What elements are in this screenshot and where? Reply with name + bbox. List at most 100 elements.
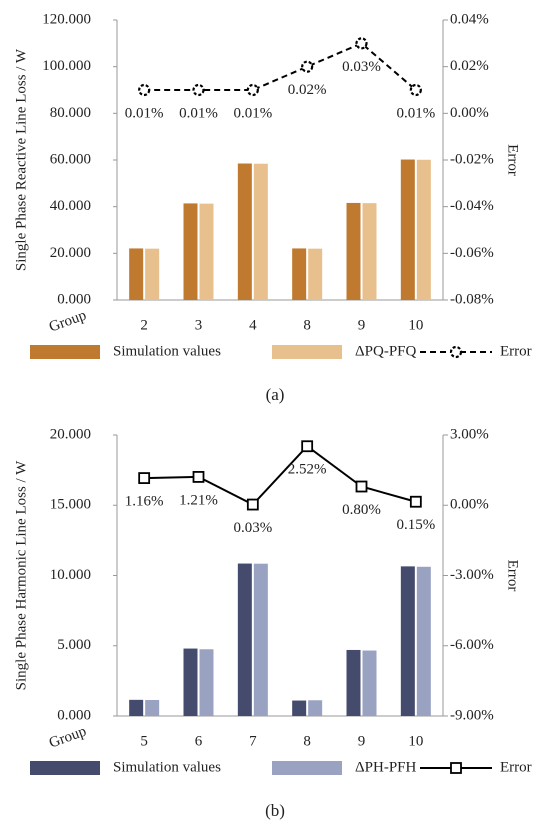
bar	[253, 163, 268, 300]
x-tick-label: 8	[303, 317, 311, 333]
y-tick-label: 80.000	[50, 105, 91, 121]
y-tick-label: 15.000	[50, 497, 91, 513]
caption: (b)	[265, 801, 285, 820]
x-axis-title: Group	[47, 723, 88, 751]
legend-label: Simulation values	[113, 759, 221, 775]
data-label: 2.52%	[288, 462, 327, 478]
bar	[199, 203, 214, 300]
legend-swatch	[272, 761, 342, 775]
line-marker	[355, 480, 368, 493]
x-tick-label: 9	[358, 733, 366, 749]
x-tick-label: 2	[140, 317, 148, 333]
bar	[400, 566, 415, 716]
bar	[129, 699, 144, 716]
line-marker	[409, 83, 422, 97]
y-tick-label: 10.000	[50, 567, 91, 583]
x-tick-label: 10	[408, 317, 423, 333]
y2-tick-label: -6.00%	[450, 637, 494, 653]
bar	[199, 649, 214, 716]
line-marker	[192, 83, 205, 97]
data-label: 0.01%	[125, 105, 164, 121]
bar	[308, 700, 323, 716]
y2-tick-label: -0.06%	[450, 245, 494, 261]
legend-swatch	[272, 345, 342, 359]
line-marker	[301, 440, 314, 453]
legend-label: Error	[500, 759, 532, 775]
y-tick-label: 60.000	[50, 151, 91, 167]
legend-label: Simulation values	[113, 343, 221, 359]
data-label: 0.80%	[342, 502, 381, 518]
bar	[145, 248, 160, 300]
legend-swatch	[30, 761, 100, 775]
line-marker	[449, 345, 463, 359]
legend-swatch	[30, 345, 100, 359]
line-marker	[138, 472, 151, 484]
error-line	[144, 444, 417, 506]
legend-label: ΔPQ-PFQ	[355, 343, 417, 359]
y2-axis-title: Error	[505, 144, 521, 176]
bar	[362, 203, 377, 300]
data-label: 0.01%	[396, 105, 435, 121]
error-line	[144, 42, 417, 91]
y2-tick-label: -3.00%	[450, 567, 494, 583]
x-tick-label: 3	[195, 317, 203, 333]
y-tick-label: 20.000	[50, 245, 91, 261]
y2-tick-label: 0.04%	[450, 11, 489, 27]
line-marker	[192, 471, 205, 483]
x-tick-label: 5	[140, 733, 148, 749]
line-marker	[246, 83, 259, 97]
bar	[292, 700, 307, 716]
y-tick-label: 120.000	[42, 11, 91, 27]
y-tick-label: 0.000	[57, 291, 91, 307]
y-axis-title: Single Phase Reactive Line Loss / W	[13, 48, 29, 271]
line-marker	[138, 83, 151, 97]
y2-tick-label: -0.04%	[450, 198, 494, 214]
data-label: 0.01%	[233, 105, 272, 121]
bar	[183, 203, 198, 300]
bar	[183, 648, 198, 716]
y2-axis-title: Error	[505, 560, 521, 592]
line-marker	[355, 37, 368, 50]
x-tick-label: 7	[249, 733, 257, 749]
legend-label: Error	[500, 343, 532, 359]
x-tick-label: 9	[358, 317, 366, 333]
bar	[362, 650, 377, 716]
y2-tick-label: 3.00%	[450, 426, 489, 442]
bar	[346, 202, 361, 300]
data-label: 0.03%	[233, 520, 272, 536]
bar	[346, 649, 361, 716]
y2-tick-label: -0.08%	[450, 291, 494, 307]
line-marker	[301, 60, 314, 73]
y2-tick-label: 0.00%	[450, 497, 489, 513]
data-label: 0.02%	[288, 82, 327, 98]
y-tick-label: 100.000	[42, 58, 91, 74]
x-axis-title: Group	[47, 307, 88, 335]
x-tick-label: 6	[195, 733, 203, 749]
y2-tick-label: -9.00%	[450, 707, 494, 723]
bar	[416, 159, 431, 300]
bar	[416, 566, 431, 716]
caption: (a)	[266, 385, 285, 404]
line-marker	[450, 762, 462, 774]
y-axis-title: Single Phase Harmonic Line Loss / W	[13, 460, 29, 691]
y-tick-label: 40.000	[50, 198, 91, 214]
y2-tick-label: 0.02%	[450, 58, 489, 74]
data-label: 0.01%	[179, 105, 218, 121]
bar	[308, 248, 323, 300]
y-tick-label: 20.000	[50, 426, 91, 442]
bar	[253, 563, 268, 716]
y2-tick-label: 0.00%	[450, 105, 489, 121]
bar	[237, 163, 252, 300]
bar	[129, 248, 144, 300]
bar	[145, 699, 160, 716]
legend-label: ΔPH-PFH	[355, 759, 417, 775]
y-tick-label: 5.000	[57, 637, 91, 653]
bar	[237, 563, 252, 716]
bar	[292, 248, 307, 300]
y-tick-label: 0.000	[57, 707, 91, 723]
x-tick-label: 4	[249, 317, 257, 333]
line-marker	[409, 495, 422, 508]
y2-tick-label: -0.02%	[450, 151, 494, 167]
data-label: 1.21%	[179, 492, 218, 508]
